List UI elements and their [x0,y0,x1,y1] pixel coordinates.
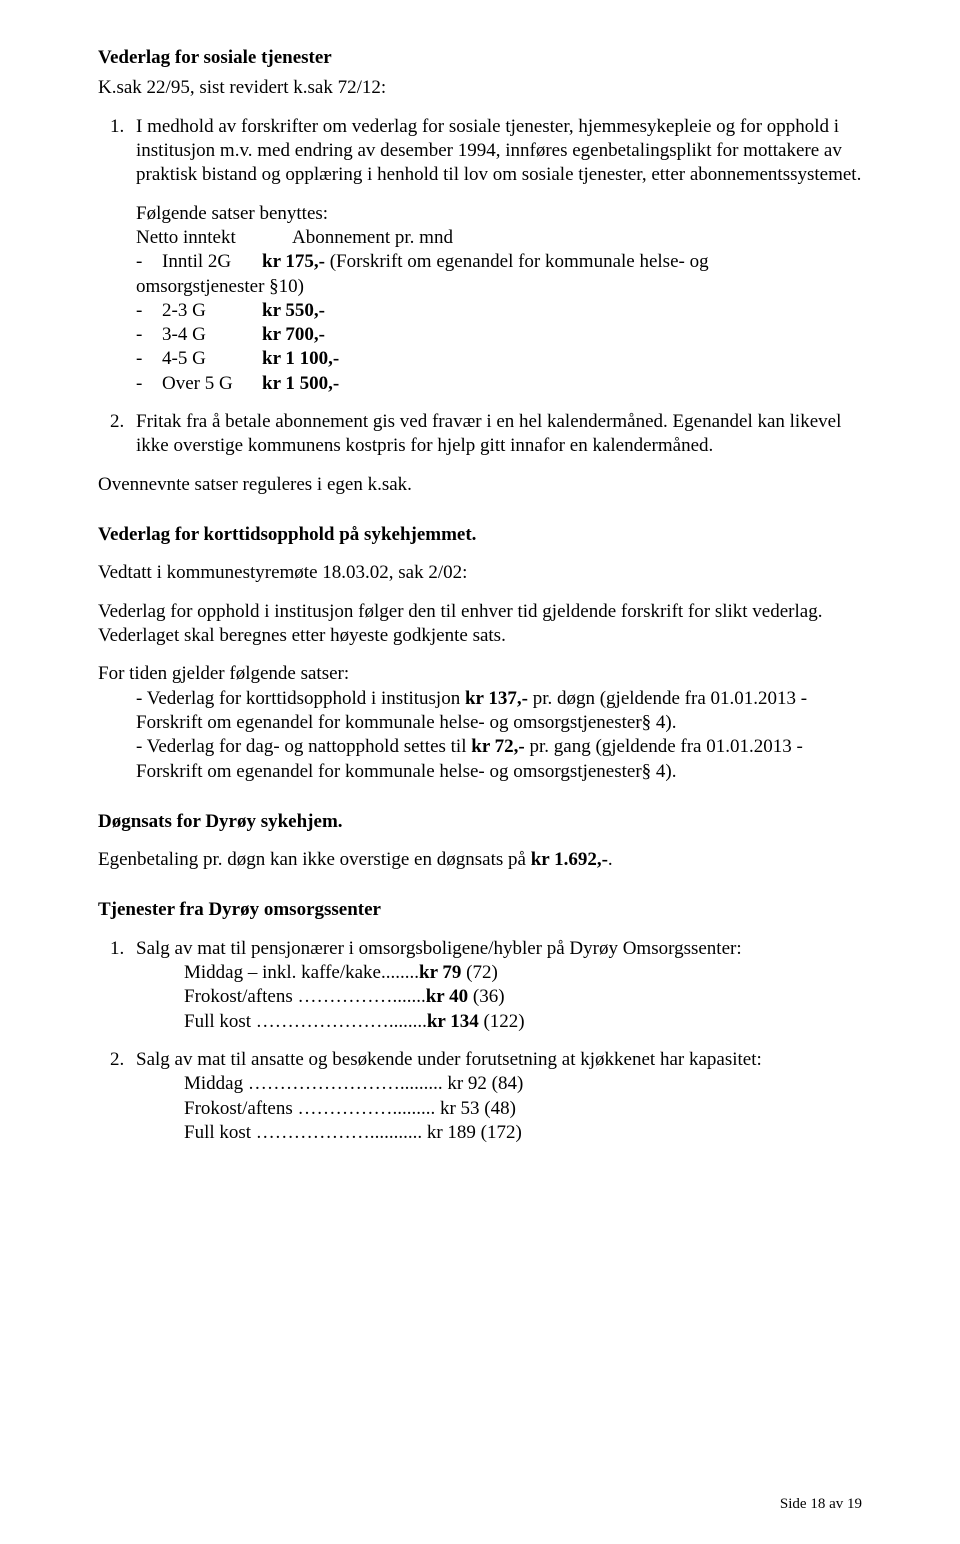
rate-value: kr 550,- [262,299,325,323]
price-label: Full kost ………………… [184,1011,389,1032]
price-dots: ....... [402,1098,435,1119]
dognsats-bold: kr 1.692,- [531,849,608,870]
rate-value: kr 1 500,- [262,372,339,396]
document-page: Vederlag for sosiale tjenester K.sak 22/… [0,0,960,1544]
rates-time-header: For tiden gjelder følgende satser: [98,662,862,686]
price-bold: kr 134 [427,1011,479,1032]
service-text: Salg av mat til ansatte og besøkende und… [136,1049,762,1070]
price-dots: ....... [409,1073,442,1094]
rate-name: 4-5 G [162,347,262,371]
rate-row: - 3-4 G kr 700,- [136,323,862,347]
rate-value-bold: kr 175,- [262,251,325,272]
heading-korttidsopphold: Vederlag for korttidsopphold på sykehjem… [98,523,862,547]
list-item-2: 2. Fritak fra å betale abonnement gis ve… [98,410,862,459]
price-plain: kr 189 (172) [422,1122,522,1143]
price-row: Middag ……………………......... kr 92 (84) [184,1072,862,1096]
paragraph-vederlag-institusjon: Vederlag for opphold i institusjon følge… [98,600,862,649]
price-plain: kr 92 (84) [443,1073,524,1094]
price-label: Middag …………………….. [184,1073,409,1094]
price-dots: ........ [381,962,419,983]
paragraph-regulation: Ovennevnte satser reguleres i egen k.sak… [98,473,862,497]
rates-block: Følgende satser benyttes: Netto inntekt … [98,202,862,397]
price-paren: (72) [461,962,497,983]
price-plain: kr 53 (48) [435,1098,516,1119]
rate-dash: - [136,347,162,371]
col-head-b: Abonnement pr. mnd [292,226,453,250]
rate-name: 2-3 G [162,299,262,323]
list-marker: 2. [110,1048,124,1072]
subtitle-ksak: K.sak 22/95, sist revidert k.sak 72/12: [98,76,862,100]
service-text: Salg av mat til pensjonærer i omsorgsbol… [136,938,742,959]
price-label: Frokost/aftens …………….. [184,1098,402,1119]
list-item-text: Fritak fra å betale abonnement gis ved f… [136,411,841,456]
price-label: Middag – inkl. kaffe/kake [184,962,381,983]
price-row: Middag – inkl. kaffe/kake........kr 79 (… [184,961,862,985]
page-footer: Side 18 av 19 [780,1495,862,1514]
rate-line: - Vederlag for dag- og nattopphold sette… [136,735,862,784]
rate-row: - Inntil 2G kr 175,- (Forskrift om egena… [136,250,862,274]
dognsats-text-b: . [608,849,613,870]
rate-dash: - [136,323,162,347]
heading-tjenester-omsorgssenter: Tjenester fra Dyrøy omsorgssenter [98,898,862,922]
rate-row: - Over 5 G kr 1 500,- [136,372,862,396]
rate-value: kr 700,- [262,323,325,347]
rate-bold: kr 72,- [471,736,524,757]
list-marker: 1. [110,115,124,139]
heading-vederlag-sosiale: Vederlag for sosiale tjenester [98,46,862,70]
price-row: Full kost ………………........... kr 189 (172) [184,1121,862,1145]
price-paren: (122) [479,1011,525,1032]
service-item-2: 2. Salg av mat til ansatte og besøkende … [98,1048,862,1145]
rate-dash: - [136,299,162,323]
price-row: Frokost/aftens ……………......... kr 53 (48) [184,1097,862,1121]
rate-text: - Vederlag for korttidsopphold i institu… [136,688,465,709]
paragraph-dognsats: Egenbetaling pr. døgn kan ikke overstige… [98,848,862,872]
rate-bold: kr 137,- [465,688,528,709]
dognsats-text-a: Egenbetaling pr. døgn kan ikke overstige… [98,849,531,870]
rate-value-line2: omsorgstjenester §10) [136,275,862,299]
list-marker: 1. [110,937,124,961]
price-dots: ........ [389,1011,427,1032]
heading-dognsats: Døgnsats for Dyrøy sykehjem. [98,810,862,834]
rate-value: kr 175,- (Forskrift om egenandel for kom… [262,250,709,274]
price-dots: .......... [375,1122,423,1143]
rate-value-extra: (Forskrift om egenandel for kommunale he… [325,251,709,272]
list-item-1: 1. I medhold av forskrifter om vederlag … [98,115,862,188]
rate-row: - 4-5 G kr 1 100,- [136,347,862,371]
price-list: Middag – inkl. kaffe/kake........kr 79 (… [136,961,862,1034]
col-head-a: Netto inntekt [136,226,292,250]
price-label: Frokost/aftens …………… [184,986,392,1007]
price-dots: ....... [392,986,425,1007]
rate-dash: - [136,372,162,396]
subtitle-vedtatt: Vedtatt i kommunestyremøte 18.03.02, sak… [98,561,862,585]
price-row: Frokost/aftens …………….......kr 40 (36) [184,985,862,1009]
rates-time-block: - Vederlag for korttidsopphold i institu… [98,687,862,784]
rate-row: - 2-3 G kr 550,- [136,299,862,323]
rate-name: Over 5 G [162,372,262,396]
price-label: Full kost ………………. [184,1122,375,1143]
rate-name: 3-4 G [162,323,262,347]
price-list: Middag ……………………......... kr 92 (84) Frok… [136,1072,862,1145]
service-item-1: 1. Salg av mat til pensjonærer i omsorgs… [98,937,862,1034]
price-bold: kr 40 [426,986,468,1007]
rate-text: - Vederlag for dag- og nattopphold sette… [136,736,471,757]
rate-name: Inntil 2G [162,250,262,274]
price-row: Full kost …………………........kr 134 (122) [184,1010,862,1034]
price-bold: kr 79 [419,962,461,983]
list-item-text: I medhold av forskrifter om vederlag for… [136,116,861,186]
rates-head-row: Netto inntekt Abonnement pr. mnd [136,226,862,250]
rate-value: kr 1 100,- [262,347,339,371]
list-marker: 2. [110,410,124,434]
rates-header: Følgende satser benyttes: [136,202,862,226]
price-paren: (36) [468,986,504,1007]
rate-line: - Vederlag for korttidsopphold i institu… [136,687,862,736]
rate-dash: - [136,250,162,274]
